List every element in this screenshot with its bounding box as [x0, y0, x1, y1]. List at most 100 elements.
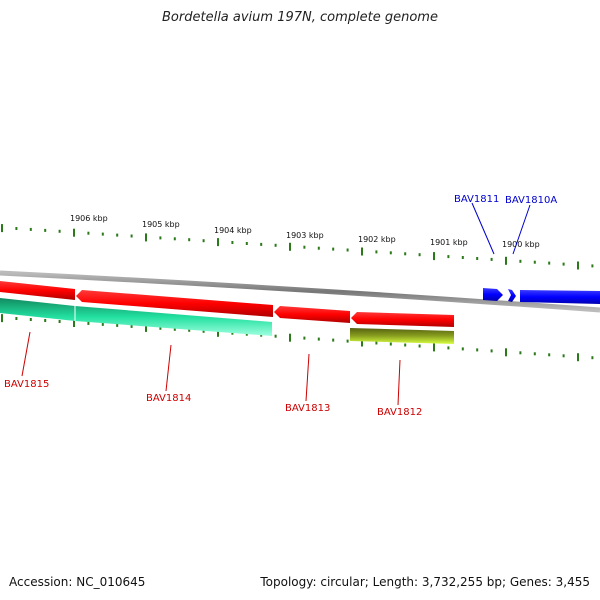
inner-tick-mark	[159, 326, 162, 330]
inner-tick-ring	[1, 314, 594, 362]
outer-tick-mark	[346, 248, 349, 252]
tick-label-1905: 1905 kbp	[142, 220, 180, 229]
outer-tick-mark	[577, 261, 579, 270]
genome-backbone	[0, 270, 600, 313]
inner-tick-mark	[433, 343, 435, 352]
inner-tick-mark	[101, 322, 104, 326]
inner-tick-mark	[389, 342, 392, 346]
gene-arrow-bav1814[interactable]	[76, 290, 273, 317]
outer-tick-mark	[418, 253, 421, 257]
inner-tick-mark	[245, 332, 248, 336]
outer-tick-mark	[389, 251, 392, 255]
outer-tick-mark	[289, 242, 291, 251]
outer-tick-mark	[130, 234, 133, 238]
outer-tick-mark	[73, 228, 75, 237]
inner-tick-mark	[317, 337, 320, 341]
gene-arrow-bav1811[interactable]	[483, 288, 503, 301]
outer-tick-mark	[1, 224, 3, 233]
tick-label-1902: 1902 kbp	[358, 235, 396, 244]
outer-tick-mark	[202, 239, 205, 243]
outer-tick-mark	[101, 232, 104, 236]
inner-tick-mark	[418, 344, 421, 348]
gene-arrow-bav1810a-start[interactable]	[508, 289, 516, 302]
outer-tick-mark	[317, 246, 320, 250]
tick-label-1903: 1903 kbp	[286, 231, 324, 240]
gene-arrow-bav1813[interactable]	[274, 306, 350, 323]
outer-tick-mark	[361, 247, 363, 256]
outer-tick-mark	[260, 242, 263, 246]
outer-tick-mark	[44, 228, 47, 232]
tick-label-1906: 1906 kbp	[70, 214, 108, 223]
inner-tick-mark	[173, 327, 176, 331]
outer-tick-mark	[332, 247, 335, 251]
outer-tick-mark	[231, 241, 234, 244]
gene-arrow-bav1815[interactable]	[0, 281, 75, 300]
inner-tick-mark	[289, 333, 291, 342]
inner-tick-mark	[260, 333, 263, 337]
gene-label-bav1812[interactable]: BAV1812	[377, 407, 422, 418]
inner-tick-mark	[188, 328, 191, 332]
inner-tick-mark	[231, 331, 234, 335]
outer-tick-mark	[591, 264, 594, 268]
inner-tick-mark	[548, 353, 551, 357]
accession-label: Accession: NC_010645	[9, 575, 146, 589]
outer-tick-mark	[548, 261, 551, 265]
inner-tick-mark	[202, 329, 205, 333]
outer-tick-mark	[404, 252, 407, 256]
gene-arrow-bav1810a[interactable]	[520, 290, 600, 304]
inner-tick-mark	[577, 353, 579, 362]
outer-tick-mark	[274, 243, 277, 247]
inner-tick-mark	[73, 319, 75, 327]
inner-tick-mark	[404, 343, 407, 347]
outer-tick-mark	[173, 237, 176, 241]
outer-tick-mark	[375, 250, 378, 254]
outer-tick-mark	[447, 255, 450, 259]
feature-band-olive	[350, 328, 454, 344]
inner-tick-mark	[130, 324, 133, 328]
inner-tick-mark	[332, 338, 335, 342]
gene-label-bav1811[interactable]: BAV1811	[454, 194, 499, 205]
outer-tick-mark	[58, 229, 61, 233]
tick-label-1900: 1900 kbp	[502, 240, 540, 249]
inner-tick-mark	[346, 339, 349, 343]
outer-tick-mark	[476, 257, 479, 260]
inner-tick-mark	[461, 347, 464, 351]
outer-tick-mark	[533, 260, 536, 264]
map-title: Bordetella avium 197N, complete genome	[162, 10, 438, 25]
inner-tick-mark	[116, 323, 119, 327]
inner-tick-mark	[58, 320, 61, 323]
outer-tick-mark	[159, 236, 162, 240]
outer-tick-mark	[116, 233, 119, 237]
outer-tick-mark	[461, 256, 464, 259]
outer-tick-mark	[145, 233, 147, 242]
genome-summary: Topology: circular; Length: 3,732,255 bp…	[260, 575, 590, 589]
outer-tick-mark	[15, 227, 18, 230]
gene-label-bav1810a[interactable]: BAV1810A	[505, 195, 557, 206]
outer-tick-mark	[562, 262, 565, 266]
inner-tick-mark	[1, 314, 3, 323]
feature-band-teal	[0, 298, 272, 336]
inner-tick-mark	[562, 354, 565, 358]
gene-label-bav1815[interactable]: BAV1815	[4, 379, 49, 390]
outer-tick-mark	[505, 256, 507, 265]
inner-tick-mark	[87, 321, 90, 325]
inner-tick-mark	[274, 334, 277, 338]
gene-label-bav1814[interactable]: BAV1814	[146, 393, 191, 404]
inner-tick-mark	[591, 356, 594, 360]
gene-arrow-bav1812[interactable]	[351, 312, 454, 327]
outer-tick-mark	[188, 238, 191, 242]
inner-tick-mark	[361, 338, 363, 347]
inner-tick-mark	[375, 341, 378, 345]
outer-tick-mark	[519, 259, 522, 263]
inner-tick-mark	[490, 349, 493, 353]
inner-tick-mark	[15, 317, 18, 320]
gene-label-bav1813[interactable]: BAV1813	[285, 403, 330, 414]
inner-tick-mark	[29, 318, 32, 321]
outer-tick-mark	[245, 242, 248, 245]
inner-tick-mark	[145, 323, 147, 332]
inner-tick-mark	[476, 348, 479, 352]
outer-tick-mark	[303, 245, 306, 249]
outer-tick-mark	[29, 227, 32, 231]
outer-tick-mark	[87, 231, 90, 235]
